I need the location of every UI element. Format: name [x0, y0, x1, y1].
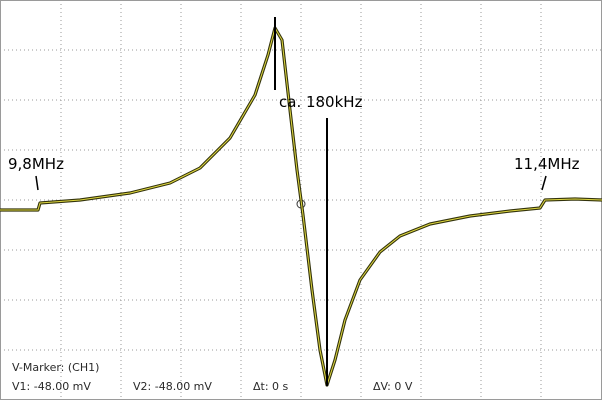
marker-title: V-Marker: (CH1) [12, 361, 99, 374]
marker-delta-v: ΔV: 0 V [373, 380, 413, 393]
trace [0, 26, 602, 387]
pointer-line [35, 175, 39, 191]
annotation: 9,8MHz [8, 155, 64, 173]
pointer-line [541, 175, 547, 191]
marker-delta-t: Δt: 0 s [253, 380, 289, 393]
marker-v1: V1: -48.00 mV [12, 380, 91, 393]
annotation: ca. 180kHz [279, 93, 363, 111]
trace-line [0, 27, 602, 386]
marker-v2: V2: -48.00 mV [133, 380, 212, 393]
annotation: 11,4MHz [514, 155, 580, 173]
